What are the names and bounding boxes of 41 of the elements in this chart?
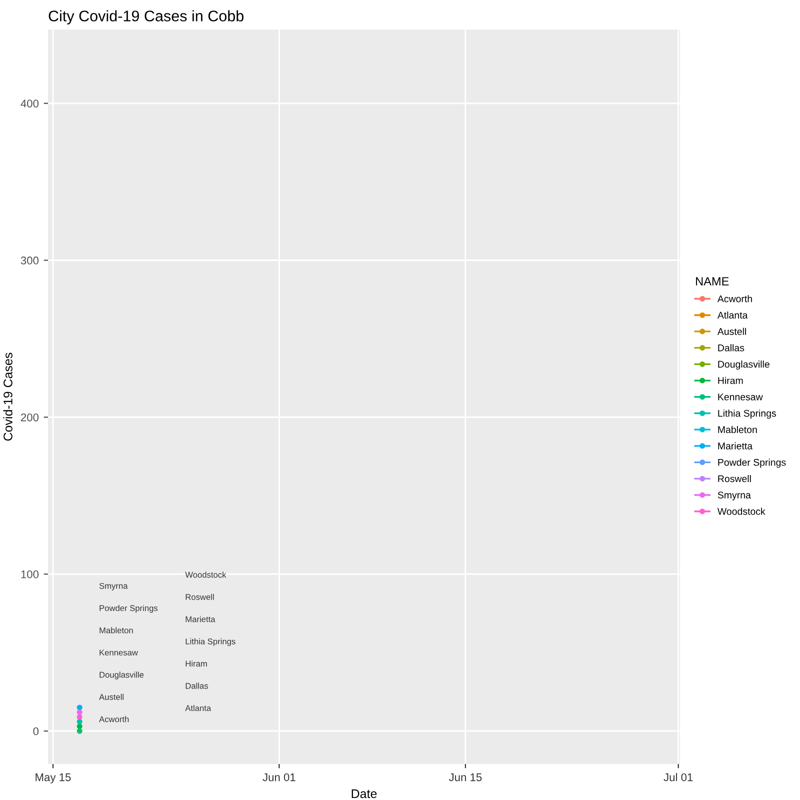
text: Acworth [99,716,129,722]
text: Smyrna [99,582,128,590]
text: Powder Springs [100,604,158,613]
x-tick-label: Jun 01 [262,773,296,782]
text: Roswell [186,594,214,600]
legend-title: NAME [696,277,729,286]
text: Hiram [186,660,207,667]
y-tick-label: 200 [20,413,39,422]
legend-label: Dallas [718,344,744,352]
text: Dallas [186,682,208,689]
y-tick-label: 300 [20,256,39,264]
legend-label: Hiram [718,376,743,384]
text: Woodstock [185,572,226,578]
text: Atlanta [185,704,212,712]
legend-label: Lithia Springs [718,410,776,419]
legend-label: Woodstock [717,508,766,515]
text: Mableton [100,627,133,634]
text: Douglasville [100,672,144,680]
x-axis-title: Date [352,789,377,798]
chart-title: City Covid-19 Cases in Cobb [48,10,244,24]
legend-label: Austell [717,328,746,335]
legend-label: Powder Springs [718,458,786,468]
legend-label: Kennesaw [718,394,763,400]
text: Austell [99,694,124,700]
text: Lithia Springs [186,638,236,646]
legend-label: Marietta [718,442,753,450]
x-tick-label: Jul 01 [664,773,693,782]
y-axis-title: Covid-19 Cases [3,352,12,441]
legend-label: Mableton [718,426,757,434]
x-tick-label: May 15 [36,773,71,784]
text: Kennesaw [100,650,138,656]
x-tick-label: Jun 15 [448,773,482,782]
y-tick-label: 400 [20,100,39,108]
legend-label: Atlanta [717,311,748,319]
legend-label: Douglasville [718,360,770,370]
legend-label: Acworth [717,295,752,302]
legend-label: Smyrna [718,492,751,500]
legend-label: Roswell [718,475,751,482]
y-tick-label: 100 [21,570,39,578]
y-tick-label: 0 [33,727,39,736]
text: Marietta [186,616,216,622]
